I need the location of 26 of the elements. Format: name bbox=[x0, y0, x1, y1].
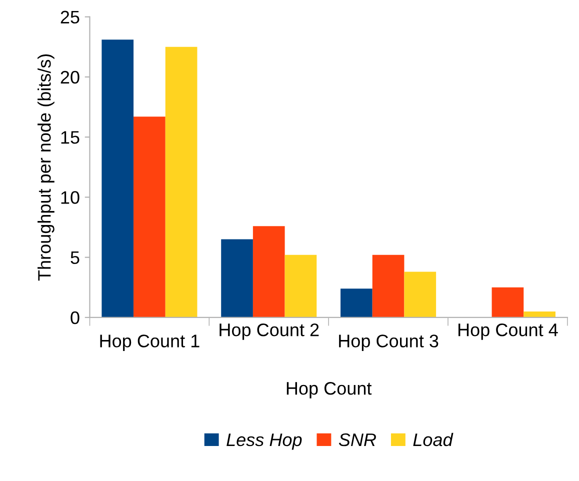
bar bbox=[524, 311, 556, 318]
bar bbox=[492, 287, 524, 318]
x-tick-label: Hop Count 4 bbox=[458, 323, 558, 340]
y-tick-label: 15 bbox=[61, 131, 80, 144]
legend-label: Load bbox=[413, 432, 454, 446]
y-tick-label: 25 bbox=[60, 10, 80, 24]
y-tick-label: 0 bbox=[70, 311, 80, 324]
x-tick-label: Hop Count 3 bbox=[339, 334, 438, 351]
bar bbox=[221, 239, 253, 318]
y-axis-title: Throughput per node (bits/s) bbox=[38, 54, 54, 281]
bar bbox=[102, 40, 134, 318]
bar bbox=[252, 226, 285, 318]
bar bbox=[284, 254, 317, 318]
bar bbox=[340, 288, 372, 318]
x-tick-label: Hop Count 1 bbox=[100, 334, 200, 351]
bar bbox=[165, 46, 198, 318]
y-tick-label: 5 bbox=[70, 251, 80, 264]
bar bbox=[372, 254, 404, 318]
y-tick-label: 20 bbox=[60, 70, 80, 84]
x-tick-label: Hop Count 2 bbox=[220, 323, 319, 340]
x-axis-title: Hop Count bbox=[286, 382, 372, 398]
bar bbox=[134, 116, 166, 318]
legend-label: SNR bbox=[338, 433, 376, 446]
y-tick-label: 10 bbox=[61, 191, 80, 204]
bar bbox=[404, 272, 436, 318]
legend-label: Less Hop bbox=[226, 434, 302, 450]
